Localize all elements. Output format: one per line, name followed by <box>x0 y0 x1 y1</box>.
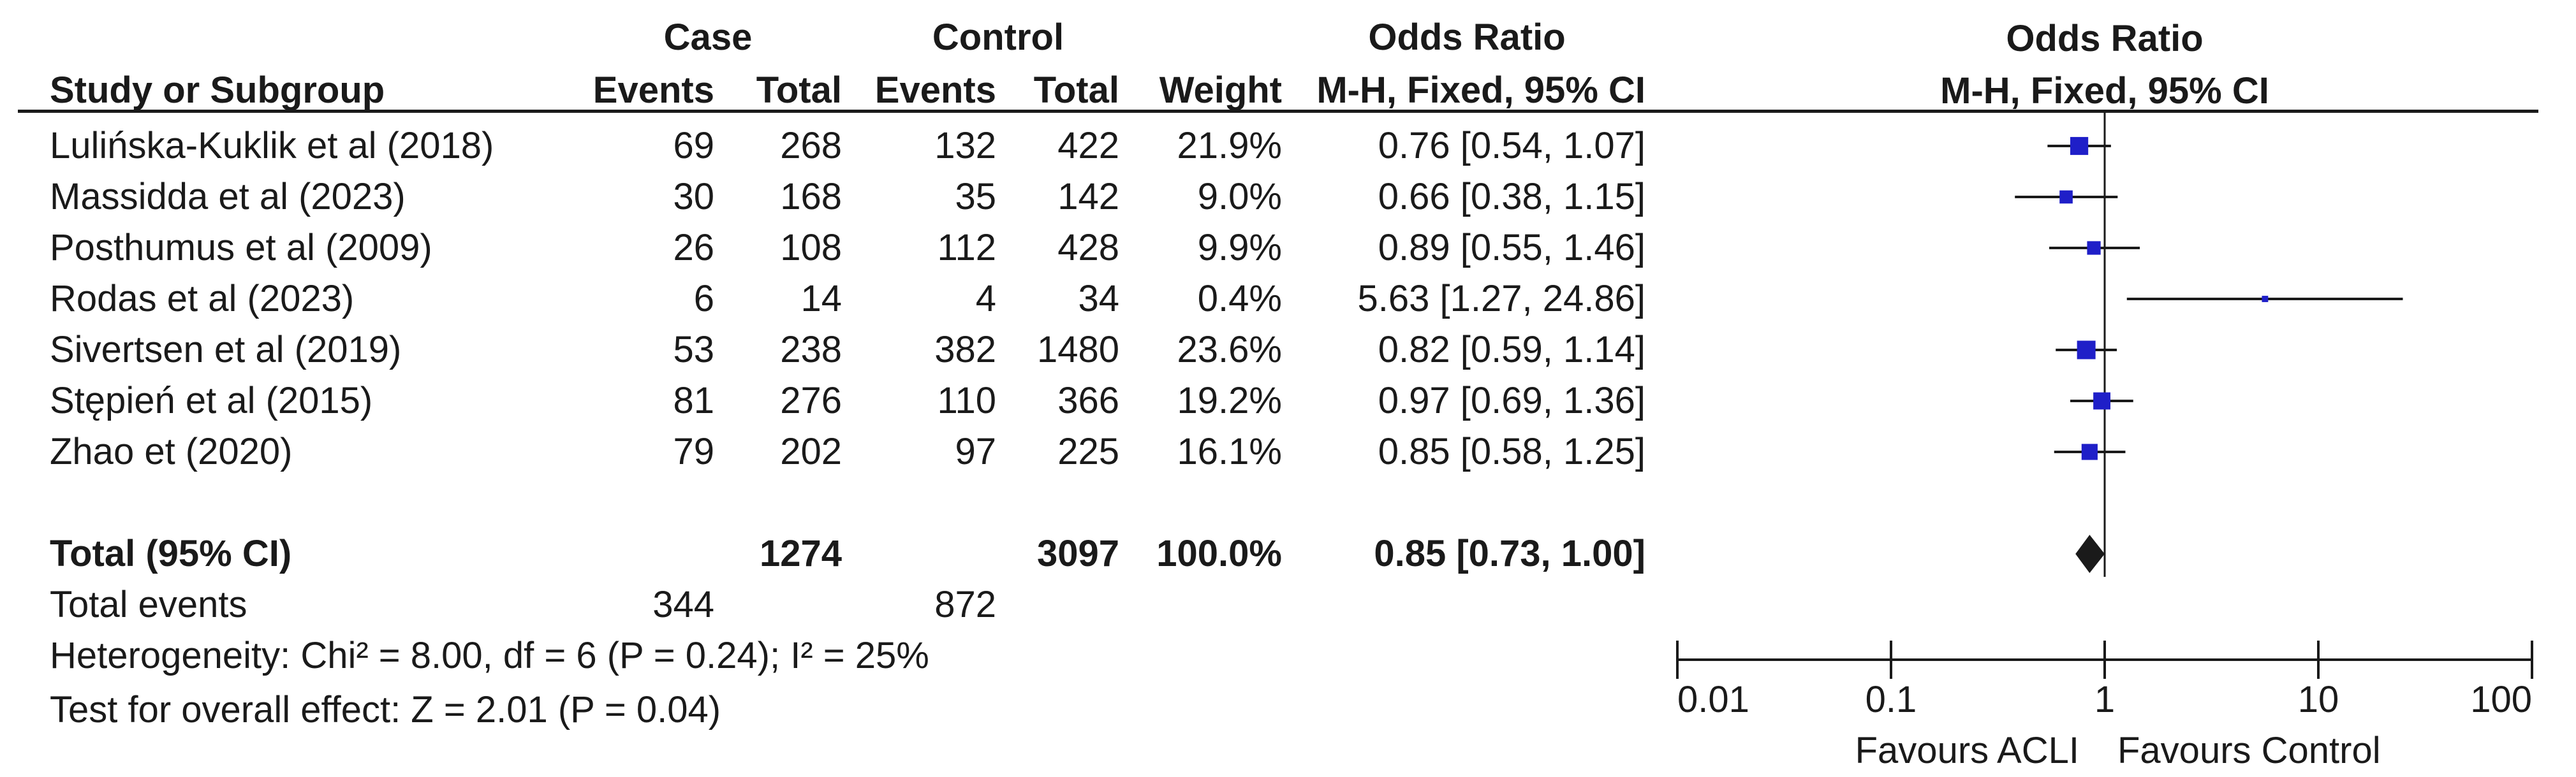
case-events: 81 <box>673 380 714 421</box>
weight-value: 9.0% <box>1197 176 1282 217</box>
case-events: 26 <box>673 227 714 268</box>
control-total: 142 <box>1057 176 1119 217</box>
study-marker <box>2087 241 2101 255</box>
control-events: 4 <box>975 278 996 319</box>
control-total-header: Total <box>1033 69 1119 111</box>
odds-ratio-ci: 0.82 [0.59, 1.14] <box>1378 329 1645 370</box>
weight-value: 0.4% <box>1197 278 1282 319</box>
pooled-diamond <box>2075 535 2105 573</box>
study-marker <box>2077 340 2096 359</box>
control-total: 422 <box>1057 125 1119 166</box>
weight-header: Weight <box>1159 69 1282 111</box>
total-label: Total (95% CI) <box>50 533 292 574</box>
control-total: 1480 <box>1036 329 1119 370</box>
case-total: 276 <box>780 380 842 421</box>
control-total: 225 <box>1057 431 1119 472</box>
study-name: Stępień et al (2015) <box>50 380 373 421</box>
case-events: 6 <box>693 278 714 319</box>
case-total: 268 <box>780 125 842 166</box>
case-events: 30 <box>673 176 714 217</box>
weight-value: 16.1% <box>1177 431 1282 472</box>
header-rule <box>18 110 1671 113</box>
control-group-header: Control <box>932 17 1064 58</box>
odds-ratio-ci: 0.85 [0.58, 1.25] <box>1378 431 1645 472</box>
case-events: 53 <box>673 329 714 370</box>
weight-value: 9.9% <box>1197 227 1282 268</box>
control-grand-total: 3097 <box>1036 533 1119 574</box>
study-marker <box>2081 444 2098 460</box>
control-events: 35 <box>955 176 996 217</box>
case-total: 108 <box>780 227 842 268</box>
case-total: 14 <box>800 278 842 319</box>
weight-value: 21.9% <box>1177 125 1282 166</box>
total-weight: 100.0% <box>1156 533 1282 574</box>
pooled-odds-ratio-ci: 0.85 [0.73, 1.00] <box>1374 533 1645 574</box>
control-events: 132 <box>934 125 996 166</box>
weight-value: 23.6% <box>1177 329 1282 370</box>
case-grand-total: 1274 <box>759 533 842 574</box>
study-column-header: Study or Subgroup <box>50 69 385 111</box>
weight-value: 19.2% <box>1177 380 1282 421</box>
odds-ratio-ci: 0.76 [0.54, 1.07] <box>1378 125 1645 166</box>
odds-ratio-ci: 0.97 [0.69, 1.36] <box>1378 380 1645 421</box>
odds-ratio-column-header: Odds Ratio <box>1368 17 1566 58</box>
study-marker <box>2262 296 2269 302</box>
control-total-events: 872 <box>934 584 996 625</box>
control-events: 97 <box>955 431 996 472</box>
control-total: 34 <box>1078 278 1119 319</box>
control-total: 366 <box>1057 380 1119 421</box>
study-marker <box>2070 136 2089 156</box>
odds-ratio-ci: 0.66 [0.38, 1.15] <box>1378 176 1645 217</box>
forest-plot-table: Case Control Odds Ratio Study or Subgrou… <box>18 17 1671 730</box>
study-name: Rodas et al (2023) <box>50 278 355 319</box>
x-tick-label: 10 <box>2298 679 2339 720</box>
control-events: 382 <box>934 329 996 370</box>
case-total: 202 <box>780 431 842 472</box>
plot-method: M-H, Fixed, 95% CI <box>1940 70 2269 112</box>
study-name: Sivertsen et al (2019) <box>50 329 402 370</box>
study-name: Posthumus et al (2009) <box>50 227 432 268</box>
odds-ratio-ci: 5.63 [1.27, 24.86] <box>1357 278 1645 319</box>
plot-title: Odds Ratio <box>2006 18 2203 59</box>
control-events-header: Events <box>874 69 996 111</box>
case-events: 79 <box>673 431 714 472</box>
study-name: Lulińska-Kuklik et al (2018) <box>50 125 494 166</box>
x-tick-label: 0.01 <box>1677 679 1749 720</box>
odds-ratio-ci: 0.89 [0.55, 1.46] <box>1378 227 1645 268</box>
study-name: Massidda et al (2023) <box>50 176 406 217</box>
x-tick-label: 100 <box>2470 679 2532 720</box>
total-events-label: Total events <box>50 584 247 625</box>
favours-right-label: Favours Control <box>2117 730 2381 771</box>
study-marker <box>2059 190 2073 204</box>
case-total-events: 344 <box>652 584 714 625</box>
case-total-header: Total <box>756 69 842 111</box>
x-tick-label: 1 <box>2094 679 2115 720</box>
overall-effect-text: Test for overall effect: Z = 2.01 (P = 0… <box>50 689 721 730</box>
case-events-header: Events <box>592 69 714 111</box>
study-marker <box>2093 392 2110 410</box>
heterogeneity-text: Heterogeneity: Chi² = 8.00, df = 6 (P = … <box>50 635 929 676</box>
control-events: 110 <box>937 380 996 421</box>
favours-left-label: Favours ACLI <box>1855 730 2079 771</box>
x-tick-label: 0.1 <box>1866 679 1917 720</box>
case-events: 69 <box>673 125 714 166</box>
control-events: 112 <box>937 227 996 268</box>
study-name: Zhao et (2020) <box>50 431 293 472</box>
control-total: 428 <box>1057 227 1119 268</box>
case-total: 168 <box>780 176 842 217</box>
case-group-header: Case <box>663 17 753 58</box>
case-total: 238 <box>780 329 842 370</box>
method-header: M-H, Fixed, 95% CI <box>1316 69 1645 111</box>
